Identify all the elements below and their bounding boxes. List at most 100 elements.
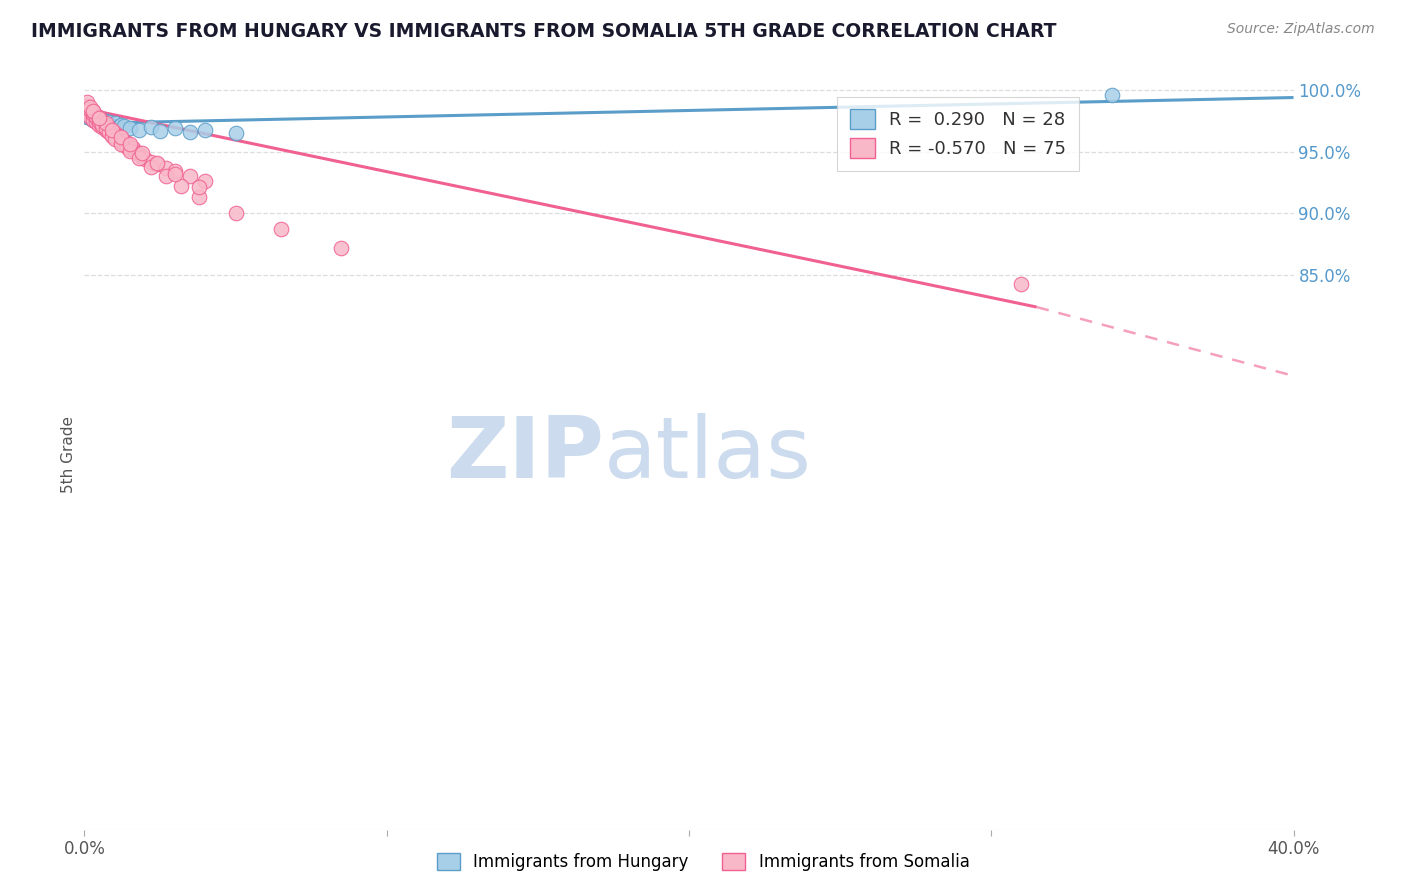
Point — [82, 104, 104, 119]
Point — [107, 132, 129, 146]
Point — [100, 122, 122, 136]
Point — [79, 103, 101, 117]
Point — [86, 110, 108, 124]
Point — [118, 138, 141, 153]
Point — [100, 124, 122, 138]
Point — [179, 125, 201, 139]
Point — [139, 160, 162, 174]
Point — [94, 119, 117, 133]
Point — [94, 116, 117, 130]
Point — [165, 164, 187, 178]
Point — [104, 132, 127, 146]
Point — [82, 112, 104, 127]
Point — [91, 112, 114, 127]
Point — [89, 110, 111, 124]
Point — [91, 120, 114, 134]
Point — [139, 120, 162, 134]
Point — [79, 100, 101, 114]
Point — [82, 109, 104, 123]
Text: IMMIGRANTS FROM HUNGARY VS IMMIGRANTS FROM SOMALIA 5TH GRADE CORRELATION CHART: IMMIGRANTS FROM HUNGARY VS IMMIGRANTS FR… — [31, 22, 1056, 41]
Point — [82, 104, 104, 119]
Point — [107, 128, 129, 143]
Legend: Immigrants from Hungary, Immigrants from Somalia: Immigrants from Hungary, Immigrants from… — [429, 845, 977, 880]
Point — [76, 108, 98, 122]
Point — [194, 174, 217, 188]
Point — [89, 114, 111, 128]
Point — [94, 121, 117, 136]
Point — [118, 142, 141, 156]
Point — [97, 115, 120, 129]
Point — [115, 136, 138, 150]
Point — [128, 151, 150, 165]
Point — [110, 135, 132, 149]
Point — [146, 157, 169, 171]
Text: ZIP: ZIP — [447, 413, 605, 497]
Point — [82, 112, 104, 127]
Point — [104, 116, 127, 130]
Point — [1101, 88, 1123, 103]
Point — [112, 119, 135, 133]
Point — [110, 137, 132, 152]
Point — [170, 179, 193, 194]
Point — [76, 95, 98, 110]
Point — [118, 121, 141, 136]
Point — [118, 137, 141, 152]
Point — [91, 116, 114, 130]
Point — [79, 112, 101, 126]
Point — [94, 114, 117, 128]
Point — [1011, 277, 1033, 291]
Point — [89, 114, 111, 128]
Text: atlas: atlas — [605, 413, 813, 497]
Text: Source: ZipAtlas.com: Source: ZipAtlas.com — [1227, 22, 1375, 37]
Point — [76, 103, 98, 117]
Point — [115, 140, 138, 154]
Point — [131, 146, 153, 161]
Point — [225, 126, 247, 140]
Point — [104, 130, 127, 145]
Point — [155, 169, 177, 184]
Point — [97, 125, 120, 139]
Point — [330, 241, 353, 255]
Point — [121, 141, 143, 155]
Point — [104, 126, 127, 140]
Point — [100, 128, 122, 143]
Point — [86, 114, 108, 128]
Point — [94, 122, 117, 136]
Point — [89, 112, 111, 126]
Point — [128, 122, 150, 136]
Point — [112, 137, 135, 152]
Point — [194, 122, 217, 136]
Point — [118, 144, 141, 158]
Point — [82, 109, 104, 123]
Point — [107, 120, 129, 134]
Point — [131, 150, 153, 164]
Point — [79, 110, 101, 124]
Point — [76, 99, 98, 113]
Point — [188, 180, 211, 194]
Point — [110, 118, 132, 132]
Point — [79, 105, 101, 120]
Point — [91, 118, 114, 132]
Point — [91, 116, 114, 130]
Point — [86, 110, 108, 124]
Point — [155, 161, 177, 175]
Point — [146, 156, 169, 170]
Point — [89, 112, 111, 126]
Point — [100, 128, 122, 142]
Point — [86, 115, 108, 129]
Point — [79, 106, 101, 120]
Point — [165, 167, 187, 181]
Point — [139, 154, 162, 169]
Point — [225, 206, 247, 220]
Point — [94, 118, 117, 132]
Y-axis label: 5th Grade: 5th Grade — [60, 417, 76, 493]
Point — [270, 222, 292, 236]
Point — [125, 145, 148, 159]
Point — [149, 124, 172, 138]
Point — [97, 125, 120, 139]
Point — [134, 152, 156, 166]
Point — [128, 147, 150, 161]
Point — [82, 106, 104, 120]
Point — [110, 130, 132, 145]
Point — [110, 131, 132, 145]
